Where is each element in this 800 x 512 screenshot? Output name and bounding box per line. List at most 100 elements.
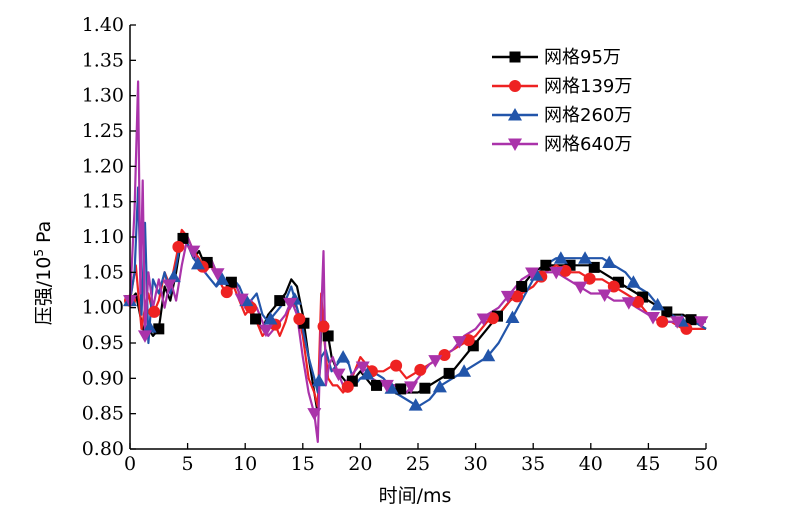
- x-axis-title: 时间/ms: [379, 485, 452, 507]
- x-tick-label: 50: [694, 453, 718, 475]
- series-3-marker: [553, 251, 568, 264]
- series-3-marker: [215, 272, 230, 285]
- series-3-marker: [166, 269, 181, 283]
- series-1-marker: [274, 295, 286, 307]
- x-tick-label: 5: [182, 453, 194, 475]
- y-tick-label: 1.15: [82, 191, 124, 213]
- series-1-marker: [346, 375, 358, 387]
- series-1-marker: [588, 261, 600, 273]
- series-4-marker: [476, 313, 491, 326]
- series-2-marker: [317, 320, 330, 333]
- y-tick-label: 1.10: [82, 226, 124, 248]
- series-4-marker: [452, 336, 467, 349]
- series-1-marker: [225, 276, 237, 288]
- series-1-marker: [201, 256, 213, 268]
- series-2-marker: [632, 296, 645, 309]
- y-tick-label: 1.40: [82, 14, 124, 36]
- y-axis-title-exponent: 5: [32, 249, 46, 257]
- series-3-marker: [384, 381, 399, 394]
- legend-label: 网格260万: [544, 105, 632, 126]
- series-3-marker: [142, 320, 157, 333]
- series-2-marker: [486, 312, 499, 325]
- series-2-marker: [559, 264, 572, 277]
- series-1-marker: [637, 291, 649, 303]
- y-tick-label: 1.20: [82, 155, 124, 177]
- series-4-marker: [549, 266, 564, 280]
- series-3-marker: [505, 310, 520, 324]
- series-4-marker: [162, 279, 177, 293]
- series-2-marker: [414, 363, 427, 376]
- series-line-4: [128, 80, 706, 443]
- x-tick-label: 40: [579, 453, 603, 475]
- marker-layer: [123, 232, 709, 421]
- legend-entry-3: 网格260万: [492, 105, 632, 126]
- series-1-marker: [661, 306, 673, 318]
- series-3-marker: [457, 364, 472, 377]
- series-4-marker: [597, 289, 612, 302]
- series-3-marker: [578, 251, 593, 264]
- series-4-marker: [234, 293, 249, 307]
- series-4-marker: [331, 368, 346, 382]
- y-tick-label: 0.90: [82, 367, 124, 389]
- series-1-marker: [443, 367, 455, 379]
- series-4-marker: [307, 408, 322, 421]
- series-1-marker: [153, 323, 165, 335]
- series-3-marker: [263, 311, 278, 325]
- series-4-marker: [283, 297, 298, 311]
- series-3-marker: [408, 398, 423, 411]
- series-4-marker: [186, 245, 201, 259]
- x-tick-label: 30: [464, 453, 488, 475]
- series-4-marker: [670, 316, 685, 329]
- legend-label: 网格139万: [544, 76, 632, 97]
- x-tick-label: 25: [406, 453, 430, 475]
- series-1-marker: [177, 232, 189, 244]
- series-1-marker: [564, 259, 576, 271]
- x-tick-label: 20: [348, 453, 372, 475]
- legend-entry-2: 网格139万: [492, 76, 632, 97]
- legend-marker: [509, 51, 521, 63]
- y-tick-label: 1.25: [82, 120, 124, 142]
- series-4-marker: [646, 312, 661, 325]
- series-2-marker: [462, 334, 475, 347]
- series-2-marker: [511, 290, 524, 303]
- legend-entry-4: 网格640万: [492, 134, 632, 155]
- y-tick-label: 0.85: [82, 403, 124, 425]
- x-tick-label: 45: [636, 453, 660, 475]
- y-tick-label: 0.80: [82, 438, 124, 460]
- series-4-marker: [573, 281, 588, 295]
- x-tick-label: 15: [291, 453, 315, 475]
- series-2-marker: [148, 305, 161, 318]
- series-3-marker: [626, 275, 641, 288]
- series-1-marker: [395, 383, 407, 395]
- series-1-marker: [540, 259, 552, 271]
- series-4-marker: [525, 267, 540, 281]
- series-2-marker: [293, 312, 306, 325]
- series-2-marker: [438, 349, 451, 362]
- series-2-marker: [656, 315, 669, 328]
- series-3-marker: [336, 350, 351, 363]
- y-tick-label: 1.30: [82, 85, 124, 107]
- y-tick-label: 0.95: [82, 332, 124, 354]
- series-3-marker: [481, 348, 496, 362]
- y-axis-title: 压强/105 Pa: [32, 221, 55, 326]
- series-3-marker: [311, 373, 326, 387]
- legend-label: 网格95万: [544, 47, 621, 68]
- series-1-marker: [612, 276, 624, 288]
- series-4-marker: [404, 381, 419, 394]
- series-4-marker: [500, 290, 515, 304]
- series-4-marker: [258, 324, 273, 338]
- series-3-marker: [190, 256, 205, 270]
- legend-marker: [508, 138, 522, 151]
- series-4-marker: [355, 361, 370, 375]
- series-3-marker: [650, 297, 665, 311]
- y-tick-label: 1.35: [82, 49, 124, 71]
- series-1-marker: [419, 382, 431, 394]
- series-3-marker: [360, 367, 375, 380]
- series-2-marker: [220, 286, 233, 299]
- series-1-marker: [250, 313, 262, 325]
- series-1-marker: [467, 340, 479, 352]
- series-2-marker: [172, 240, 185, 253]
